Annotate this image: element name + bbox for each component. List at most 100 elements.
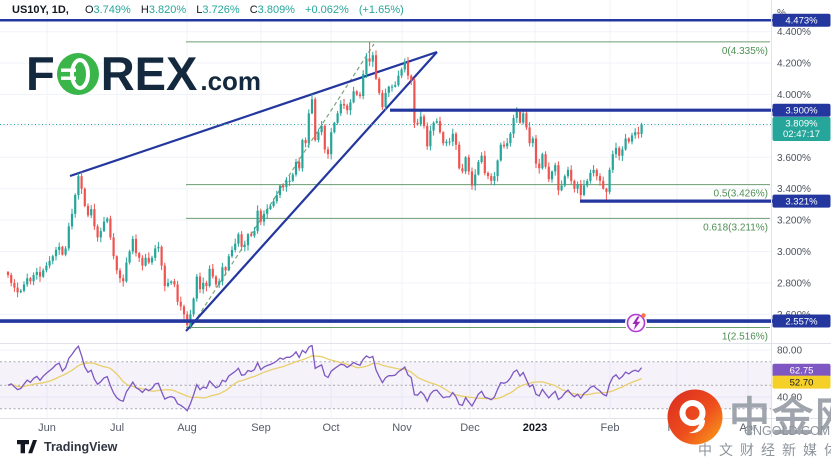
candle-body	[262, 213, 266, 222]
change-percent: (+1.65%)	[358, 4, 404, 16]
candle-body	[547, 166, 550, 180]
candle-body	[381, 92, 384, 108]
candle-body	[336, 113, 339, 123]
candle-body	[582, 185, 586, 195]
candle-body	[576, 183, 579, 189]
candle-body	[86, 205, 90, 216]
candle-body	[566, 169, 570, 177]
candle-body	[541, 154, 544, 169]
fib-level-label: 0.5(3.426%)	[714, 189, 768, 200]
symbol-interval[interactable]: US10Y, 1D,	[12, 4, 69, 16]
candle-body	[442, 132, 445, 144]
candle-body	[627, 138, 630, 142]
candle-body	[198, 276, 202, 290]
candle-body	[106, 218, 109, 222]
candle-body	[525, 113, 528, 128]
candle-body	[586, 180, 589, 186]
rsi-ma-value[interactable]	[772, 375, 831, 389]
price-axis-unit: %	[777, 8, 786, 19]
symbol-header[interactable]: US10Y, 1D, O3.749% H3.820% L3.726% C3.80…	[12, 4, 404, 16]
fib-level-label: 0.618(3.211%)	[703, 222, 768, 233]
candle-body	[294, 162, 298, 175]
candle-body	[368, 58, 371, 62]
candle-body	[26, 278, 29, 285]
candle-body	[214, 276, 218, 285]
candle-body	[221, 267, 224, 282]
candle-body	[307, 113, 310, 144]
candle-body	[400, 69, 403, 76]
candle-body	[230, 249, 234, 257]
candle-body	[339, 103, 342, 114]
candlestick-series	[6, 41, 643, 328]
candle-body	[275, 194, 278, 202]
candle-body	[422, 116, 426, 126]
candle-body	[358, 94, 362, 97]
candle-body	[477, 162, 480, 175]
cngold-logo-icon	[667, 389, 723, 445]
time-axis-Feb: Feb	[601, 422, 620, 434]
alert-icon[interactable]	[625, 312, 647, 334]
time-axis-2023: 2023	[523, 422, 547, 434]
rsi-band	[0, 361, 771, 409]
resistance-4473-price[interactable]	[772, 13, 831, 27]
candle-body	[138, 253, 141, 258]
price-axis-tick: 4.000%	[777, 90, 811, 101]
fib-baseline[interactable]	[189, 43, 375, 330]
candle-body	[458, 144, 461, 169]
candle-body	[518, 111, 522, 123]
candle-body	[243, 245, 246, 247]
support-3321-price[interactable]	[772, 194, 831, 208]
candle-body	[266, 209, 269, 214]
candle-body	[13, 282, 16, 288]
candle-body	[250, 234, 253, 236]
candle-body	[608, 169, 611, 192]
candle-body	[394, 85, 397, 87]
candle-body	[93, 209, 96, 227]
current-price-box[interactable]	[772, 117, 831, 141]
ohlc-close-key: C	[249, 4, 258, 16]
candle-body	[403, 61, 406, 70]
wedge-lower[interactable]	[185, 51, 438, 332]
candle-body	[256, 210, 259, 232]
candle-body	[240, 234, 243, 247]
candle-body	[80, 176, 83, 189]
candle-body	[371, 55, 374, 62]
resistance-3900-price[interactable]	[772, 103, 831, 117]
candle-body	[429, 130, 432, 147]
candle-body	[154, 248, 157, 258]
candle-body	[150, 257, 154, 263]
candle-body	[48, 260, 51, 266]
rsi-value-label: 62.75	[790, 366, 814, 377]
time-axis-Jul: Jul	[110, 422, 124, 434]
candle-body	[470, 171, 474, 186]
tradingview-attribution[interactable]: TradingView	[16, 439, 117, 454]
rsi-value[interactable]	[772, 363, 831, 377]
rsi-ma-line	[7, 355, 642, 400]
candle-body	[557, 165, 560, 191]
time-axis-Dec: Dec	[460, 422, 480, 434]
ohlc-high-key: H	[140, 4, 149, 16]
candle-body	[205, 282, 208, 287]
candle-body	[51, 256, 54, 261]
candle-body	[323, 125, 326, 150]
ohlc-open-key: O	[84, 4, 94, 16]
candle-body	[272, 201, 275, 206]
resistance-3900-price-label: 3.900%	[785, 106, 818, 117]
candle-body	[125, 262, 128, 282]
candle-body	[182, 306, 186, 315]
tradingview-icon	[17, 440, 37, 454]
candle-body	[483, 155, 486, 173]
candle-body	[509, 133, 512, 144]
alert-notification-dot	[641, 313, 646, 318]
time-axis-Jun: Jun	[38, 422, 56, 434]
candle-body	[64, 248, 67, 255]
candle-body	[573, 180, 576, 189]
candle-body	[374, 55, 378, 79]
support-2557-price[interactable]	[772, 314, 831, 328]
candle-body	[406, 61, 410, 76]
candle-body	[438, 121, 442, 133]
candle-body	[211, 268, 214, 277]
candle-body	[451, 133, 454, 142]
cngold-name: 中金网	[729, 394, 831, 440]
